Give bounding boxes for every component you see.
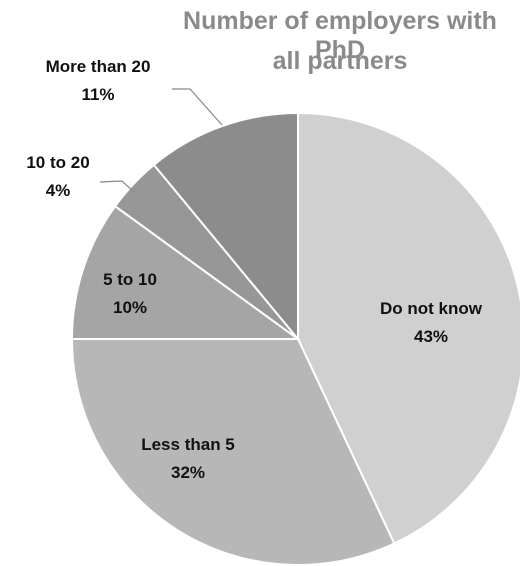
chart-title-line-1: Number of employers with PhD (183, 7, 497, 64)
slice-value-do-not-know: 43% (414, 327, 448, 346)
leader-line (172, 88, 223, 126)
slice-label-5-to-10: 5 to 10 (103, 270, 157, 289)
slice-label-do-not-know: Do not know (380, 299, 483, 318)
pie-slice-more-than-20 (152, 111, 299, 342)
pie-slice-less-than-5 (70, 338, 396, 566)
leader-line (99, 180, 136, 194)
slice-label-less-than-5: Less than 5 (141, 435, 235, 454)
pie-slice-do-not-know (297, 111, 520, 545)
slice-label-more-than-20: More than 20 (46, 57, 151, 76)
slice-label-10-to-20: 10 to 20 (26, 153, 89, 172)
chart-title-line-2: all partners (272, 47, 408, 75)
slice-value-less-than-5: 32% (171, 463, 205, 482)
slice-value-5-to-10: 10% (113, 298, 147, 317)
pie-slice-5-to-10 (70, 204, 302, 340)
slice-value-10-to-20: 4% (46, 181, 71, 200)
slice-value-more-than-20: 11% (81, 85, 114, 104)
